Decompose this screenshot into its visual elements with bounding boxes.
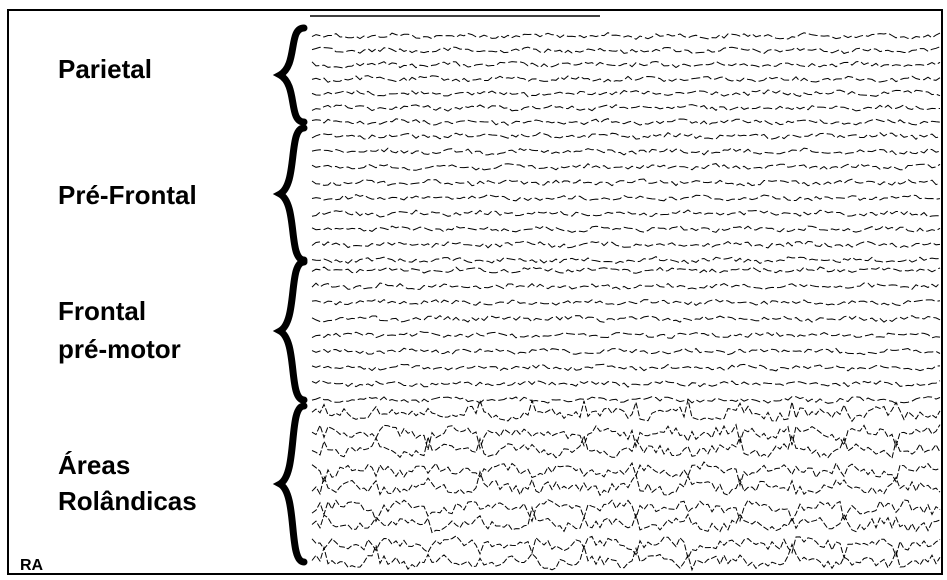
brace — [280, 28, 304, 122]
eeg-trace — [312, 316, 940, 323]
eeg-trace — [312, 364, 940, 371]
eeg-trace — [312, 226, 940, 233]
eeg-trace — [312, 179, 940, 186]
eeg-trace — [312, 299, 940, 305]
eeg-trace — [312, 47, 940, 54]
eeg-trace — [312, 397, 940, 404]
eeg-trace — [312, 536, 940, 558]
brace — [280, 406, 304, 562]
eeg-trace — [312, 195, 940, 201]
region-label: Pré-Frontal — [58, 180, 197, 210]
eeg-trace — [312, 462, 940, 485]
eeg-trace — [312, 283, 940, 290]
eeg-trace — [312, 332, 940, 339]
eeg-figure: Parietal Pré-Frontal Frontal pré-motor Áreas… — [0, 0, 947, 580]
eeg-trace — [312, 105, 940, 112]
region-label: Áreas — [58, 450, 130, 480]
eeg-trace — [312, 348, 940, 354]
eeg-trace — [312, 241, 940, 248]
eeg-trace — [312, 76, 940, 83]
eeg-trace — [312, 544, 940, 569]
region-label: Parietal — [58, 54, 152, 84]
braces — [280, 28, 304, 562]
eeg-trace — [312, 425, 940, 450]
region-labels: Parietal Pré-Frontal Frontal pré-motor Áreas… — [58, 54, 197, 516]
eeg-trace — [312, 210, 940, 217]
eeg-trace — [312, 61, 940, 68]
eeg-trace — [312, 400, 940, 422]
region-label: Frontal — [58, 296, 146, 326]
eeg-trace — [312, 472, 940, 495]
eeg-trace — [312, 380, 940, 387]
eeg-trace — [312, 267, 940, 273]
brace — [280, 128, 304, 260]
eeg-trace — [312, 133, 940, 140]
corner-label: RA — [20, 557, 44, 574]
eeg-traces — [312, 33, 940, 570]
eeg-trace — [312, 148, 940, 155]
eeg-trace — [312, 33, 940, 40]
eeg-trace — [312, 508, 940, 533]
region-label: pré-motor — [58, 334, 181, 364]
brace — [280, 262, 304, 400]
eeg-trace — [312, 119, 940, 126]
eeg-trace — [312, 164, 940, 171]
eeg-trace — [312, 257, 940, 264]
eeg-trace — [312, 90, 940, 97]
region-label: Rolândicas — [58, 486, 197, 516]
